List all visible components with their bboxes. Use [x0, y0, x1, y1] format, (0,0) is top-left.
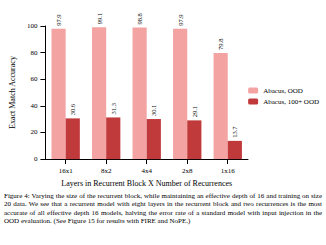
svg-text:20: 20: [30, 128, 38, 136]
svg-text:Exact Match Accuracy: Exact Match Accuracy: [8, 56, 17, 129]
svg-text:8x2: 8x2: [101, 167, 112, 175]
svg-text:1x16: 1x16: [221, 167, 236, 175]
svg-text:2x8: 2x8: [182, 167, 193, 175]
svg-text:Layers in Recurrent Block X Nu: Layers in Recurrent Block X Number of Re…: [61, 179, 232, 188]
svg-text:31.3: 31.3: [110, 103, 117, 114]
svg-text:0: 0: [34, 155, 38, 163]
svg-text:80: 80: [30, 49, 38, 57]
svg-text:29.1: 29.1: [191, 106, 198, 117]
svg-text:100: 100: [27, 22, 38, 30]
svg-text:97.9: 97.9: [55, 14, 62, 25]
svg-text:4x4: 4x4: [141, 167, 152, 175]
svg-text:60: 60: [30, 75, 38, 83]
svg-text:99.1: 99.1: [96, 13, 103, 24]
svg-text:16x1: 16x1: [59, 167, 74, 175]
svg-text:98.8: 98.8: [136, 13, 143, 24]
svg-text:Abacus, OOD: Abacus, OOD: [263, 87, 303, 95]
svg-text:30.6: 30.6: [69, 103, 76, 115]
svg-text:79.8: 79.8: [217, 39, 224, 50]
svg-text:Abacus, 100+ OOD: Abacus, 100+ OOD: [263, 98, 319, 106]
svg-text:30.1: 30.1: [150, 105, 157, 116]
html-text:Figure 4: Varying the size of: Figure 4: Varying the size of the recurr…: [4, 192, 322, 226]
svg-text:40: 40: [30, 102, 38, 110]
svg-text:13.7: 13.7: [231, 126, 238, 138]
svg-text:97.9: 97.9: [177, 14, 184, 25]
